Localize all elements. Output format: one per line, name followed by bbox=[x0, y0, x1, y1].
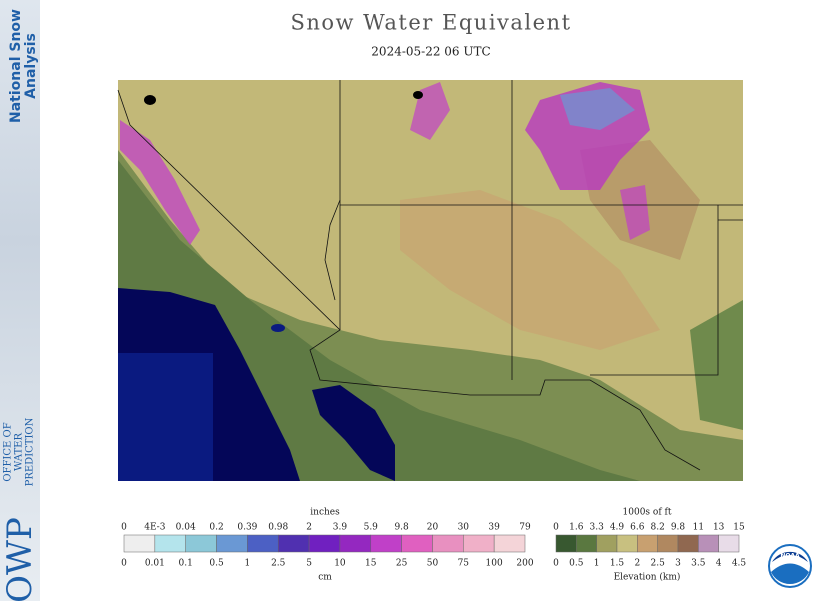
legend-label: 0.04 bbox=[176, 523, 196, 533]
product-name: National Snow bbox=[8, 9, 24, 123]
legend-label: 3.9 bbox=[333, 523, 348, 533]
legend-label: 100 bbox=[486, 559, 503, 569]
legend-label: 9.8 bbox=[671, 523, 686, 533]
legend-swatch bbox=[637, 534, 658, 553]
legend-swatch bbox=[493, 534, 526, 553]
legend-label: 13 bbox=[713, 523, 725, 533]
legend-label: 0 bbox=[121, 523, 127, 533]
legend-label: 0.5 bbox=[209, 559, 224, 569]
legend-label: 1.5 bbox=[610, 559, 625, 569]
legend-title: Elevation (km) bbox=[614, 572, 681, 583]
legend-swatch bbox=[370, 534, 402, 553]
legend-swatch bbox=[247, 534, 279, 553]
legend-label: 2.5 bbox=[271, 559, 286, 569]
legend-label: 0 bbox=[553, 559, 559, 569]
legend-label: 20 bbox=[427, 523, 439, 533]
legend-label: 0 bbox=[553, 523, 559, 533]
agency-abbr: OWP bbox=[0, 517, 40, 601]
legend-label: 50 bbox=[427, 559, 439, 569]
legend-label: 0.39 bbox=[237, 523, 257, 533]
legend-swatch bbox=[555, 534, 577, 553]
legend-swatch bbox=[308, 534, 341, 553]
legend-swatch bbox=[432, 534, 464, 553]
map bbox=[117, 80, 743, 481]
legend-label: 6.6 bbox=[630, 523, 645, 533]
legend-label: 2 bbox=[634, 559, 640, 569]
legend-swatch bbox=[339, 534, 372, 553]
legend-swatch bbox=[698, 534, 719, 553]
legend-label: 1.6 bbox=[569, 523, 584, 533]
legend-label: 75 bbox=[458, 559, 470, 569]
legend-label: 4E-3 bbox=[144, 523, 166, 533]
legend-label: 3.3 bbox=[590, 523, 605, 533]
legend-label: 8.2 bbox=[651, 523, 665, 533]
legend-label: 2 bbox=[306, 523, 312, 533]
title: Snow Water Equivalent bbox=[290, 11, 571, 35]
legend-label: 5.9 bbox=[364, 523, 379, 533]
legend-swatch bbox=[123, 534, 156, 553]
legend-label: 30 bbox=[458, 523, 470, 533]
legend-label: 1 bbox=[594, 559, 600, 569]
legend-swatch bbox=[657, 534, 679, 553]
legend-label: 9.8 bbox=[394, 523, 409, 533]
legend-title: inches bbox=[310, 508, 340, 518]
legend-label: 11 bbox=[693, 523, 704, 533]
legend-swatch bbox=[401, 534, 433, 553]
legend-swatch bbox=[216, 534, 248, 553]
legend-label: 3 bbox=[675, 559, 681, 569]
logo-text: NOAA bbox=[780, 553, 800, 560]
legend-label: 10 bbox=[334, 559, 346, 569]
legend-label: 1 bbox=[245, 559, 251, 569]
product-name: Analysis bbox=[23, 33, 39, 99]
subtitle: 2024-05-22 06 UTC bbox=[371, 45, 490, 59]
legend-label: 15 bbox=[733, 523, 745, 533]
legend-label: 0.1 bbox=[179, 559, 193, 569]
legend-label: 0.5 bbox=[569, 559, 584, 569]
legend-swatch bbox=[185, 534, 217, 553]
legend-label: 0.01 bbox=[145, 559, 165, 569]
legend-label: 0.98 bbox=[268, 523, 288, 533]
legend-swatch bbox=[463, 534, 495, 553]
sidebar bbox=[0, 0, 40, 601]
legend-label: 3.5 bbox=[691, 559, 706, 569]
noaa-logo: NOAA bbox=[768, 544, 812, 588]
legends: inches cm 1000s of ft Elevation (km) 0 4E… bbox=[121, 508, 746, 583]
legend-label: 0.2 bbox=[209, 523, 223, 533]
legend-label: 79 bbox=[519, 523, 531, 533]
legend-title: 1000s of ft bbox=[623, 508, 672, 518]
legend-swatch bbox=[596, 534, 618, 553]
legend-swatch bbox=[576, 534, 597, 553]
legend-label: 4.9 bbox=[610, 523, 625, 533]
legend-swatch bbox=[154, 534, 186, 553]
agency-name: WATER bbox=[14, 433, 25, 471]
legend-label: 0 bbox=[121, 559, 127, 569]
legend-title: cm bbox=[318, 573, 332, 583]
legend-swatch bbox=[277, 534, 310, 553]
legend-label: 39 bbox=[488, 523, 500, 533]
legend-swatch bbox=[677, 534, 699, 553]
legend-label: 200 bbox=[516, 559, 533, 569]
legend-label: 2.5 bbox=[651, 559, 666, 569]
legend-swatch bbox=[718, 534, 740, 553]
legend-label: 25 bbox=[396, 559, 408, 569]
legend-label: 4.5 bbox=[732, 559, 747, 569]
legend-label: 4 bbox=[716, 559, 722, 569]
agency-name: PREDICTION bbox=[25, 417, 36, 486]
legend-swatch bbox=[616, 534, 638, 553]
legend-label: 5 bbox=[306, 559, 312, 569]
legend-label: 15 bbox=[365, 559, 377, 569]
agency-name: OFFICE OF bbox=[3, 422, 14, 481]
